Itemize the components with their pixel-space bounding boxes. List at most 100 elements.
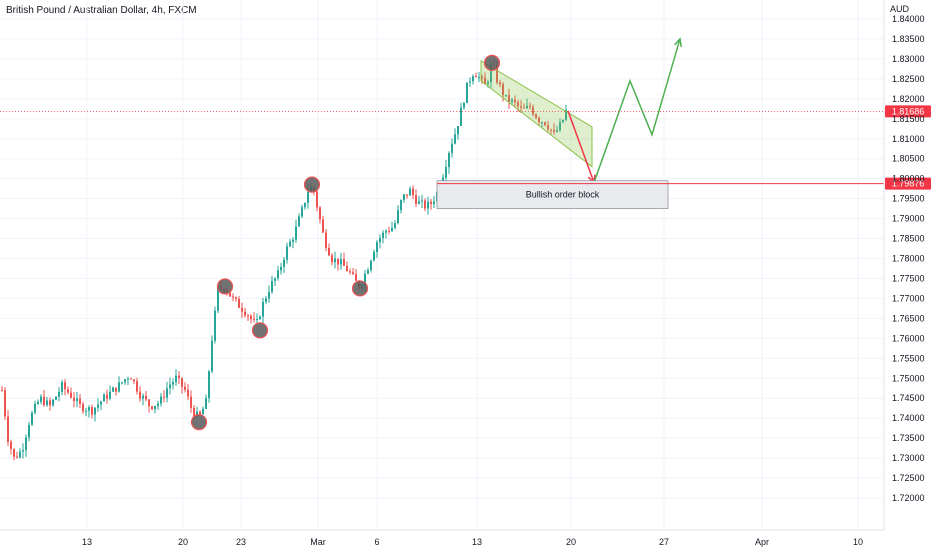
candle-body <box>169 384 171 389</box>
y-tick-label: 1.75000 <box>892 373 925 383</box>
candle-body <box>403 194 405 201</box>
x-axis[interactable]: 13 20 23 Mar 6 13 20 27 Apr 10 <box>0 529 884 547</box>
candle-body <box>247 315 249 317</box>
projection-down-arrow[interactable] <box>567 110 595 183</box>
candle-body <box>175 375 177 382</box>
y-tick-label: 1.78500 <box>892 234 925 244</box>
candle-body <box>454 134 456 144</box>
candle-body <box>70 392 72 398</box>
y-tick-label: 1.77000 <box>892 293 925 303</box>
swing-markers <box>190 54 501 431</box>
candle-body <box>547 125 549 130</box>
candle-body <box>259 316 261 320</box>
candle-body <box>127 378 129 380</box>
candle-body <box>331 255 333 263</box>
candle-body <box>463 103 465 108</box>
candle-body <box>325 232 327 248</box>
axis-unit: AUD <box>890 4 910 14</box>
order-block-price-badge <box>885 177 931 190</box>
y-tick-label: 1.83500 <box>892 34 925 44</box>
candle-body <box>160 396 162 404</box>
candle-body <box>19 451 21 458</box>
candle-body <box>424 200 426 209</box>
candle-body <box>301 207 303 217</box>
candle-body <box>379 238 381 243</box>
candle-body <box>196 411 198 417</box>
candle-body <box>232 296 234 298</box>
swing-marker <box>216 278 234 295</box>
candle-body <box>4 390 6 417</box>
candle-body <box>544 122 546 126</box>
candle-body <box>112 387 114 392</box>
candle-body <box>178 375 180 378</box>
candle-body <box>190 396 192 408</box>
y-tick-label: 1.77500 <box>892 273 925 283</box>
candle-body <box>142 395 144 399</box>
candle-body <box>115 387 117 392</box>
swing-marker <box>351 280 369 297</box>
candle-body <box>61 382 63 392</box>
candle-body <box>418 201 420 204</box>
grid <box>0 0 884 530</box>
candle-body <box>292 239 294 242</box>
candle-body <box>193 407 195 417</box>
candle-body <box>430 201 432 205</box>
descending-channel[interactable] <box>480 60 593 168</box>
order-block[interactable]: Bullish order block 1.79876 <box>436 177 931 210</box>
candle-body <box>304 202 306 208</box>
candles <box>1 58 567 461</box>
candle-body <box>43 396 45 406</box>
x-tick-label: 20 <box>178 537 188 547</box>
projection-up-arrow-head <box>674 37 683 47</box>
candle-body <box>475 76 477 78</box>
candle-body <box>487 82 489 85</box>
y-tick-label: 1.79000 <box>892 214 925 224</box>
candle-body <box>244 311 246 316</box>
candle-body <box>235 297 237 299</box>
y-tick-label: 1.76000 <box>892 333 925 343</box>
order-block-rect[interactable] <box>436 180 669 210</box>
candle-body <box>256 319 258 321</box>
candle-body <box>46 400 48 406</box>
candle-body <box>343 259 345 266</box>
candle-body <box>214 310 216 341</box>
candle-body <box>499 82 501 85</box>
candle-body <box>286 246 288 260</box>
candle-body <box>517 102 519 107</box>
candle-body <box>400 200 402 211</box>
candle-body <box>37 401 39 404</box>
y-axis[interactable]: 1.72000 1.72500 1.73000 1.73500 1.74000 1.745… <box>883 0 925 530</box>
y-tick-label: 1.83000 <box>892 54 925 64</box>
y-tick-label: 1.75500 <box>892 353 925 363</box>
candle-body <box>16 456 18 458</box>
candle-body <box>109 391 111 399</box>
y-tick-label: 1.76500 <box>892 313 925 323</box>
candle-body <box>202 408 204 415</box>
candle-body <box>316 191 318 208</box>
candle-body <box>250 315 252 319</box>
candle-body <box>181 377 183 387</box>
candle-body <box>154 405 156 410</box>
x-tick-label: Apr <box>755 537 769 547</box>
x-tick-label: 20 <box>566 537 576 547</box>
candle-body <box>472 76 474 82</box>
candle-body <box>412 188 414 196</box>
y-tick-label: 1.74000 <box>892 413 925 423</box>
y-tick-label: 1.78000 <box>892 254 925 264</box>
candle-body <box>268 291 270 299</box>
candle-body <box>367 270 369 274</box>
candle-body <box>121 382 123 384</box>
candle-body <box>538 118 540 123</box>
projection-up-arrow[interactable] <box>593 38 681 183</box>
candle-body <box>265 298 267 302</box>
candle-body <box>352 272 354 275</box>
channel-fill[interactable] <box>480 60 593 168</box>
candle-body <box>283 259 285 267</box>
candle-body <box>31 412 33 425</box>
y-tick-label: 1.82500 <box>892 74 925 84</box>
candle-body <box>466 82 468 104</box>
candle-body <box>496 65 498 83</box>
candle-body <box>364 273 366 286</box>
candle-body <box>433 201 435 205</box>
